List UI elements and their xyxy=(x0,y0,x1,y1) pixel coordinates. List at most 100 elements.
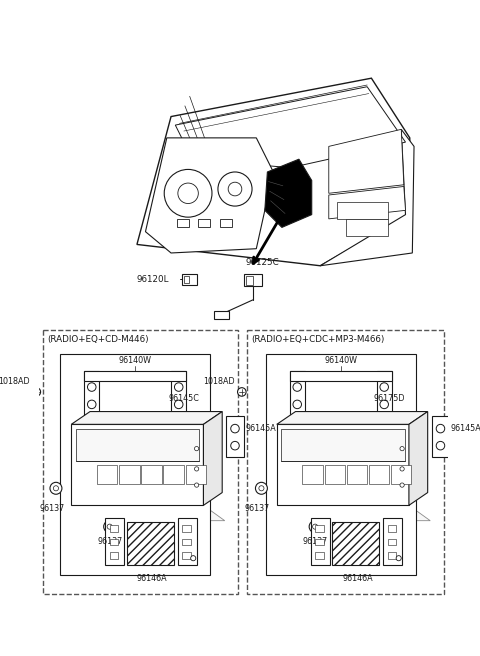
Circle shape xyxy=(293,383,301,392)
Text: 96146A: 96146A xyxy=(342,573,373,583)
Bar xyxy=(75,428,199,461)
Polygon shape xyxy=(277,411,428,424)
Bar xyxy=(220,219,231,228)
Polygon shape xyxy=(376,371,392,417)
Bar xyxy=(347,465,367,484)
Bar xyxy=(214,311,229,319)
Circle shape xyxy=(259,485,264,491)
Text: 96146A: 96146A xyxy=(137,573,168,583)
Circle shape xyxy=(87,400,96,409)
Bar xyxy=(182,552,191,559)
Circle shape xyxy=(380,383,388,392)
Polygon shape xyxy=(277,505,430,521)
Bar xyxy=(315,539,324,545)
Bar xyxy=(60,354,210,575)
Circle shape xyxy=(174,400,183,409)
Circle shape xyxy=(400,483,404,487)
Polygon shape xyxy=(106,518,124,565)
Bar xyxy=(391,465,411,484)
Text: 96175D: 96175D xyxy=(373,394,405,403)
Circle shape xyxy=(228,182,242,196)
Circle shape xyxy=(400,447,404,451)
Circle shape xyxy=(194,447,199,451)
Polygon shape xyxy=(178,518,197,565)
Circle shape xyxy=(231,424,239,433)
Bar xyxy=(369,465,389,484)
Bar xyxy=(163,465,184,484)
Bar xyxy=(97,465,117,484)
Polygon shape xyxy=(171,371,186,417)
Circle shape xyxy=(194,483,199,487)
Bar xyxy=(315,525,324,532)
Polygon shape xyxy=(320,129,414,266)
Circle shape xyxy=(87,383,96,392)
Text: 96145A: 96145A xyxy=(245,424,276,433)
Bar xyxy=(109,552,118,559)
Bar xyxy=(109,525,118,532)
Text: 96140W: 96140W xyxy=(119,356,152,365)
Polygon shape xyxy=(72,505,225,521)
Bar xyxy=(315,552,324,559)
Bar xyxy=(247,330,444,594)
Bar xyxy=(243,274,262,286)
Text: 96137: 96137 xyxy=(244,504,270,512)
Polygon shape xyxy=(72,411,222,424)
Circle shape xyxy=(400,467,404,471)
Circle shape xyxy=(436,424,445,433)
Polygon shape xyxy=(84,371,99,417)
Text: 96137: 96137 xyxy=(39,504,64,512)
Text: 96125C: 96125C xyxy=(245,258,279,268)
Polygon shape xyxy=(127,522,174,565)
Polygon shape xyxy=(289,371,305,417)
Circle shape xyxy=(164,169,212,217)
Bar xyxy=(388,539,396,545)
Polygon shape xyxy=(204,411,222,505)
Circle shape xyxy=(396,556,401,561)
Bar xyxy=(184,276,189,283)
Circle shape xyxy=(178,183,198,203)
Text: 1018AD: 1018AD xyxy=(204,377,235,386)
Bar xyxy=(186,465,206,484)
Polygon shape xyxy=(432,416,449,457)
Circle shape xyxy=(309,521,321,533)
Text: (RADIO+EQ+CDC+MP3-M466): (RADIO+EQ+CDC+MP3-M466) xyxy=(251,335,384,344)
Circle shape xyxy=(255,482,267,494)
Polygon shape xyxy=(84,371,186,381)
Text: (RADIO+EQ+CD-M446): (RADIO+EQ+CD-M446) xyxy=(48,335,149,344)
Bar xyxy=(246,276,253,285)
Bar xyxy=(302,465,323,484)
Circle shape xyxy=(174,383,183,392)
Circle shape xyxy=(218,172,252,206)
Bar xyxy=(198,219,210,228)
Bar xyxy=(281,428,405,461)
Circle shape xyxy=(238,388,246,396)
Polygon shape xyxy=(175,87,406,168)
Circle shape xyxy=(53,485,59,491)
Bar xyxy=(109,539,118,545)
Polygon shape xyxy=(72,424,204,505)
Text: 96120L: 96120L xyxy=(137,275,169,284)
Circle shape xyxy=(107,524,112,529)
Polygon shape xyxy=(332,522,379,565)
Polygon shape xyxy=(289,371,392,381)
Text: 96137: 96137 xyxy=(302,537,328,546)
Polygon shape xyxy=(145,138,273,253)
Polygon shape xyxy=(265,159,312,228)
Text: 96145C: 96145C xyxy=(168,394,199,403)
Bar xyxy=(182,525,191,532)
Text: 96145A: 96145A xyxy=(451,424,480,433)
Circle shape xyxy=(231,441,239,450)
Circle shape xyxy=(293,400,301,409)
Bar xyxy=(43,330,238,594)
Circle shape xyxy=(312,524,318,529)
Bar xyxy=(141,465,162,484)
Polygon shape xyxy=(137,78,410,266)
Polygon shape xyxy=(277,424,409,505)
Circle shape xyxy=(191,556,196,561)
Circle shape xyxy=(50,482,62,494)
Circle shape xyxy=(104,521,116,533)
Polygon shape xyxy=(329,129,404,194)
Polygon shape xyxy=(329,186,406,219)
Bar xyxy=(177,219,189,228)
Text: 96137: 96137 xyxy=(97,537,122,546)
